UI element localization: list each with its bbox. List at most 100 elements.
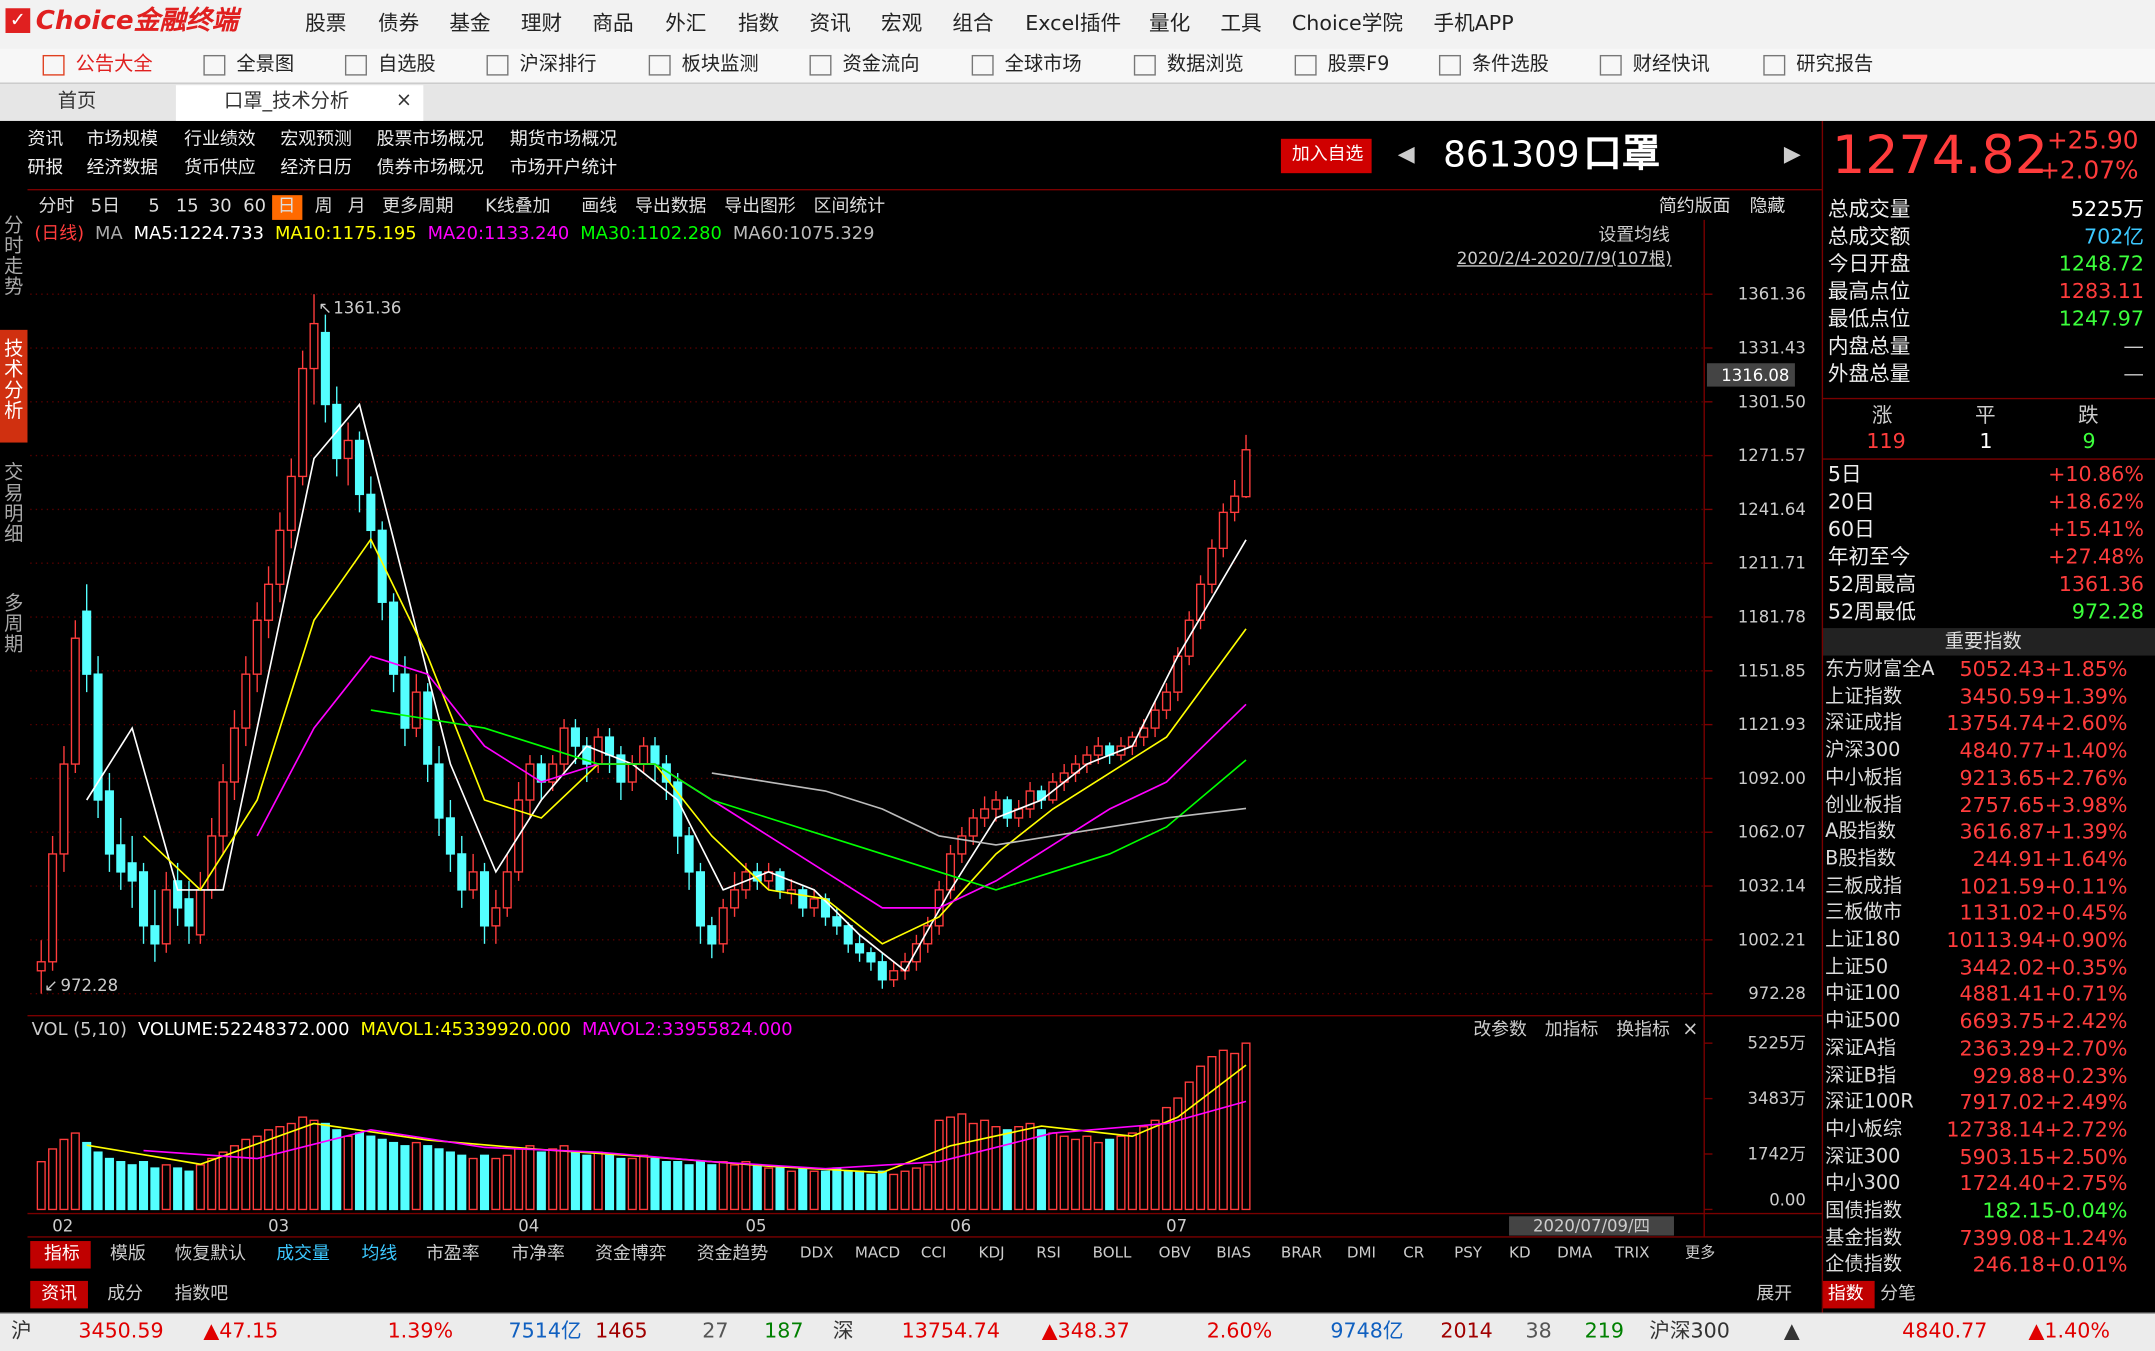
indicator-tab[interactable]: TRIX	[1614, 1243, 1650, 1262]
link[interactable]: 行业绩效	[184, 129, 256, 150]
index-value[interactable]: 2757.65+3.98%	[1959, 792, 2128, 818]
indicator-tab[interactable]: CCI	[920, 1243, 947, 1262]
indicator-tab[interactable]: BOLL	[1092, 1243, 1132, 1262]
tool-item[interactable]: 研究报告	[1796, 53, 1874, 76]
index-name[interactable]: B股指数	[1825, 847, 1897, 870]
menu-item[interactable]: 资讯	[809, 10, 851, 36]
menu-item[interactable]: 股票	[305, 10, 347, 36]
side-tab[interactable]: 技术分析	[1, 338, 24, 421]
tool-item[interactable]: 条件选股	[1471, 53, 1549, 76]
indicator-tab[interactable]: BIAS	[1216, 1243, 1252, 1262]
index-name[interactable]: 中证500	[1825, 1010, 1901, 1033]
tab[interactable]: 首页	[57, 90, 97, 113]
tool-icon[interactable]	[648, 54, 671, 76]
add-button[interactable]: 加入自选	[1291, 144, 1364, 165]
link[interactable]: 研报	[27, 158, 64, 179]
index-name[interactable]: 深证A指	[1825, 1037, 1897, 1060]
side-tab[interactable]: 交易明细	[1, 461, 24, 545]
menu-item[interactable]: Choice学院	[1291, 10, 1403, 36]
link[interactable]: 债券市场概况	[376, 158, 484, 179]
period[interactable]: 60	[243, 196, 267, 218]
period[interactable]: 导出图形	[724, 196, 796, 218]
period[interactable]: 30	[208, 196, 232, 218]
indicator-tab[interactable]: PSY	[1454, 1243, 1483, 1262]
index-name[interactable]: 创业板指	[1825, 793, 1903, 816]
right-tab[interactable]: 分笔	[1880, 1283, 1916, 1305]
indicator-tab[interactable]: OBV	[1158, 1243, 1191, 1262]
tool-icon[interactable]	[1763, 54, 1786, 76]
menu-item[interactable]: Excel插件	[1025, 10, 1122, 36]
period[interactable]: 周	[314, 196, 333, 218]
index-value[interactable]: 1724.40+2.75%	[1959, 1171, 2128, 1197]
index-name[interactable]: 上证指数	[1825, 685, 1903, 708]
link[interactable]: 经济日历	[280, 158, 352, 179]
link[interactable]: 期货市场概况	[509, 129, 618, 150]
index-name[interactable]: 国债指数	[1825, 1199, 1903, 1222]
period-right[interactable]: 隐藏	[1749, 196, 1786, 218]
indicator-tab[interactable]: 恢复默认	[174, 1243, 247, 1265]
index-name[interactable]: 中小板综	[1825, 1118, 1903, 1141]
index-value[interactable]: 4840.77+1.40%	[1959, 738, 2128, 763]
index-value[interactable]: 10113.94+0.90%	[1946, 927, 2128, 953]
indicator-tab[interactable]: MACD	[854, 1243, 901, 1262]
tool-icon[interactable]	[344, 54, 367, 76]
link[interactable]: 市场规模	[86, 129, 159, 150]
tool-item[interactable]: 板块监测	[681, 53, 759, 76]
index-value[interactable]: 12738.14+2.72%	[1946, 1117, 2128, 1142]
tab[interactable]: 口罩_技术分析	[224, 90, 350, 113]
tool-item[interactable]: 全景图	[236, 53, 295, 76]
link[interactable]: 经济数据	[86, 158, 159, 179]
side-tab[interactable]: 多周期	[1, 592, 24, 655]
vol-button[interactable]: 加指标	[1544, 1019, 1599, 1041]
indicator-tab[interactable]: CR	[1403, 1243, 1425, 1262]
index-name[interactable]: 中证100	[1825, 983, 1901, 1006]
indicator-tab[interactable]: KD	[1509, 1243, 1531, 1262]
indicator-tab[interactable]: DMI	[1346, 1243, 1377, 1262]
period[interactable]: 区间统计	[813, 196, 886, 218]
index-value[interactable]: 9213.65+2.76%	[1959, 765, 2128, 790]
index-name[interactable]: 上证50	[1825, 956, 1889, 979]
tool-item[interactable]: 股票F9	[1327, 53, 1390, 76]
vol-button[interactable]: 改参数	[1473, 1019, 1527, 1041]
tool-icon[interactable]	[42, 54, 65, 76]
index-name[interactable]: 深证B指	[1825, 1064, 1897, 1087]
index-name[interactable]: 东方财富全A	[1825, 658, 1935, 681]
period[interactable]: 5	[148, 196, 160, 218]
period-right[interactable]: 简约版面	[1658, 196, 1731, 218]
index-name[interactable]: 三板成指	[1825, 874, 1903, 897]
menu-item[interactable]: 外汇	[665, 10, 707, 36]
arrow[interactable]: ◀	[1397, 140, 1415, 167]
menu-item[interactable]: 手机APP	[1433, 10, 1514, 36]
index-name[interactable]: 深证成指	[1825, 712, 1903, 735]
index-name[interactable]: 深证100R	[1825, 1091, 1914, 1114]
menu-item[interactable]: 指数	[738, 10, 780, 36]
arrow[interactable]: ▶	[1783, 140, 1801, 167]
index-value[interactable]: 1131.02+0.45%	[1959, 900, 2128, 926]
indicator-tab[interactable]: KDJ	[978, 1243, 1005, 1262]
index-value[interactable]: 4881.41+0.71%	[1959, 981, 2128, 1007]
indicator-tab[interactable]: 市盈率	[426, 1243, 480, 1265]
period[interactable]: 更多周期	[382, 196, 454, 218]
indicator-tab[interactable]: DMA	[1557, 1243, 1593, 1262]
indicator-tab[interactable]: BRAR	[1280, 1243, 1323, 1262]
indicator-tab[interactable]: 资金博弈	[595, 1243, 667, 1265]
indicator-tab[interactable]: 资金趋势	[696, 1243, 769, 1265]
tool-icon[interactable]	[486, 54, 509, 76]
add-button-bg[interactable]	[1280, 138, 1372, 174]
info-tab[interactable]: 成分	[107, 1283, 143, 1305]
menu-item[interactable]: 宏观	[880, 10, 923, 36]
tool-icon[interactable]	[1294, 54, 1317, 76]
tool-icon[interactable]	[809, 54, 832, 76]
period[interactable]: K线叠加	[485, 196, 551, 218]
link[interactable]: 市场开户统计	[509, 158, 618, 179]
right-tab[interactable]: 指数	[1827, 1283, 1864, 1305]
indicator-tab[interactable]: RSI	[1036, 1243, 1061, 1262]
tool-item[interactable]: 沪深排行	[519, 53, 597, 76]
indicator-tab[interactable]: 均线	[361, 1243, 398, 1265]
period[interactable]: 导出数据	[634, 196, 707, 218]
side-tab[interactable]: 分时走势	[1, 214, 24, 297]
link[interactable]: 资讯	[27, 129, 64, 150]
index-name[interactable]: 中小板指	[1825, 766, 1903, 789]
index-value[interactable]: 246.18+0.01%	[1972, 1252, 2128, 1278]
tool-item[interactable]: 财经快讯	[1632, 53, 1710, 76]
